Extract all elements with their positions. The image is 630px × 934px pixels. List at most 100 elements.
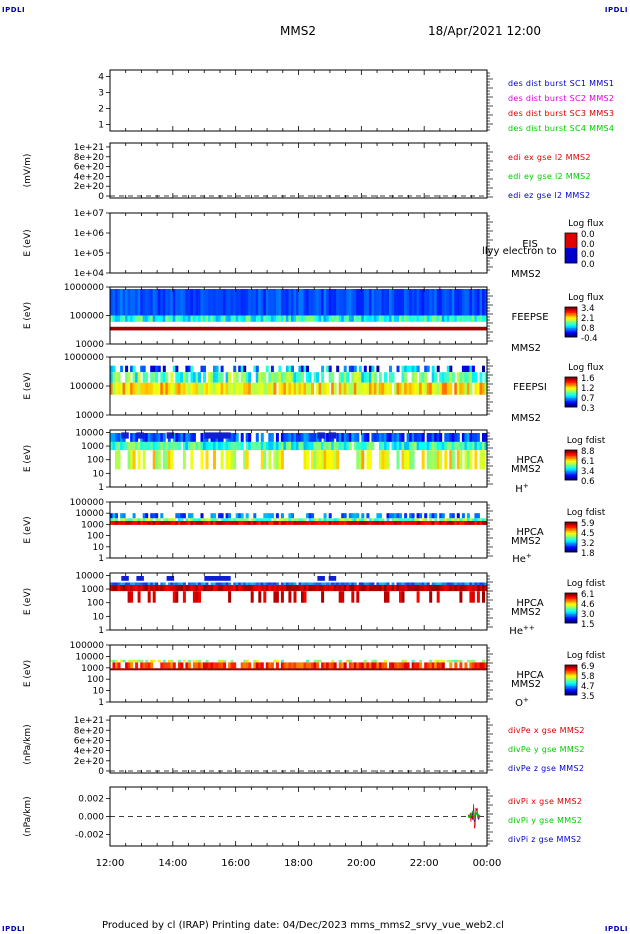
spec-cell [288, 513, 292, 519]
spec-cell [366, 382, 370, 395]
spec-cell [283, 315, 287, 322]
spec-cell [331, 441, 335, 451]
spec-cell [406, 365, 410, 373]
spec-cell [142, 513, 146, 519]
spec-cell [321, 668, 325, 671]
spec-cell [110, 365, 113, 373]
panel-frame [109, 212, 488, 274]
spec-cell [162, 668, 166, 671]
spec-cell [147, 521, 151, 525]
spec-cell [456, 521, 460, 525]
y-tick-label: 1000 [81, 664, 104, 674]
spec-cell [172, 326, 176, 331]
spec-cell [406, 326, 410, 331]
spec-cell [205, 326, 209, 331]
spec-cell [265, 668, 269, 671]
spec-cell [155, 382, 159, 395]
colorbar-cell [565, 543, 577, 545]
spec-cell [414, 289, 418, 316]
spec-cell [394, 584, 397, 592]
spec-cell [404, 513, 408, 519]
spec-cell [323, 513, 327, 519]
spec-cell [404, 382, 408, 395]
spec-cell [353, 315, 357, 322]
colorbar-cell [565, 459, 577, 461]
spec-cell [192, 315, 196, 322]
spec-cell [482, 441, 485, 451]
spec-cell [132, 326, 136, 331]
spec-cell [394, 441, 397, 451]
spec-cell [313, 441, 317, 451]
spec-cell [293, 591, 297, 603]
spec-cell [117, 433, 121, 442]
spec-cell [253, 518, 257, 521]
spec-cell [326, 365, 330, 373]
spec-cell [120, 365, 124, 373]
spec-cell [429, 433, 433, 442]
spec-cell [120, 659, 124, 663]
spec-cell [371, 289, 375, 316]
spec-cell [223, 668, 227, 671]
spec-cell [424, 662, 428, 669]
colorbar-frame [564, 664, 578, 696]
legend-entry: divPe z gse MMS2 [508, 764, 584, 773]
spec-cell [313, 668, 317, 671]
spacecraft-label: MMS2 [511, 269, 541, 280]
spec-cell [283, 289, 287, 316]
spec-cell [411, 289, 415, 316]
spec-cell [195, 662, 199, 669]
spec-cell [311, 326, 315, 331]
spec-cell [444, 584, 448, 592]
spec-cell [378, 433, 382, 442]
spec-cell [110, 521, 113, 525]
spec-cell [238, 513, 242, 519]
colorbar-cell [565, 531, 577, 533]
spec-cell [356, 441, 360, 451]
spec-cell [167, 382, 171, 395]
spec-cell [474, 433, 478, 442]
spec-cell [110, 326, 113, 331]
spec-cell [238, 521, 242, 525]
spec-cell [120, 382, 124, 395]
spec-cell [127, 521, 131, 525]
spec-cell [162, 518, 166, 521]
spec-cell [436, 315, 440, 322]
spec-cell [439, 513, 443, 519]
spec-cell [386, 382, 390, 395]
spec-cell [353, 433, 357, 442]
spec-cell [182, 513, 186, 519]
spec-cell [223, 659, 227, 663]
spec-cell [351, 289, 355, 316]
spec-cell [280, 289, 284, 316]
spec-burst [204, 432, 231, 439]
spec-cell [326, 518, 330, 521]
spec-cell [298, 582, 302, 585]
spec-cell [203, 582, 206, 585]
spec-cell [424, 326, 428, 331]
colorbar-cell [565, 528, 577, 530]
spec-cell [283, 662, 287, 669]
spec-cell [444, 521, 448, 525]
colorbar-cell [565, 615, 577, 618]
spec-cell [333, 521, 337, 525]
spec-cell [482, 668, 485, 671]
spec-cell [243, 450, 247, 470]
spec-cell [474, 582, 478, 585]
spec-cell [469, 433, 473, 442]
spec-cell [187, 315, 191, 322]
spec-cell [348, 662, 352, 669]
spec-cell [406, 518, 410, 521]
spec-cell [270, 584, 274, 592]
y-tick-label: 3 [98, 88, 104, 98]
spec-cell [213, 662, 216, 669]
spec-cell [253, 521, 257, 525]
spec-cell [270, 582, 274, 585]
colorbar-tick-label: 3.4 [581, 304, 595, 314]
spec-cell [341, 372, 345, 383]
y-tick-label: 10000 [75, 428, 104, 438]
y-tick-label: 6e+20 [74, 163, 105, 173]
spec-cell [434, 433, 438, 442]
spec-cell [200, 315, 204, 322]
spec-cell [353, 668, 357, 671]
